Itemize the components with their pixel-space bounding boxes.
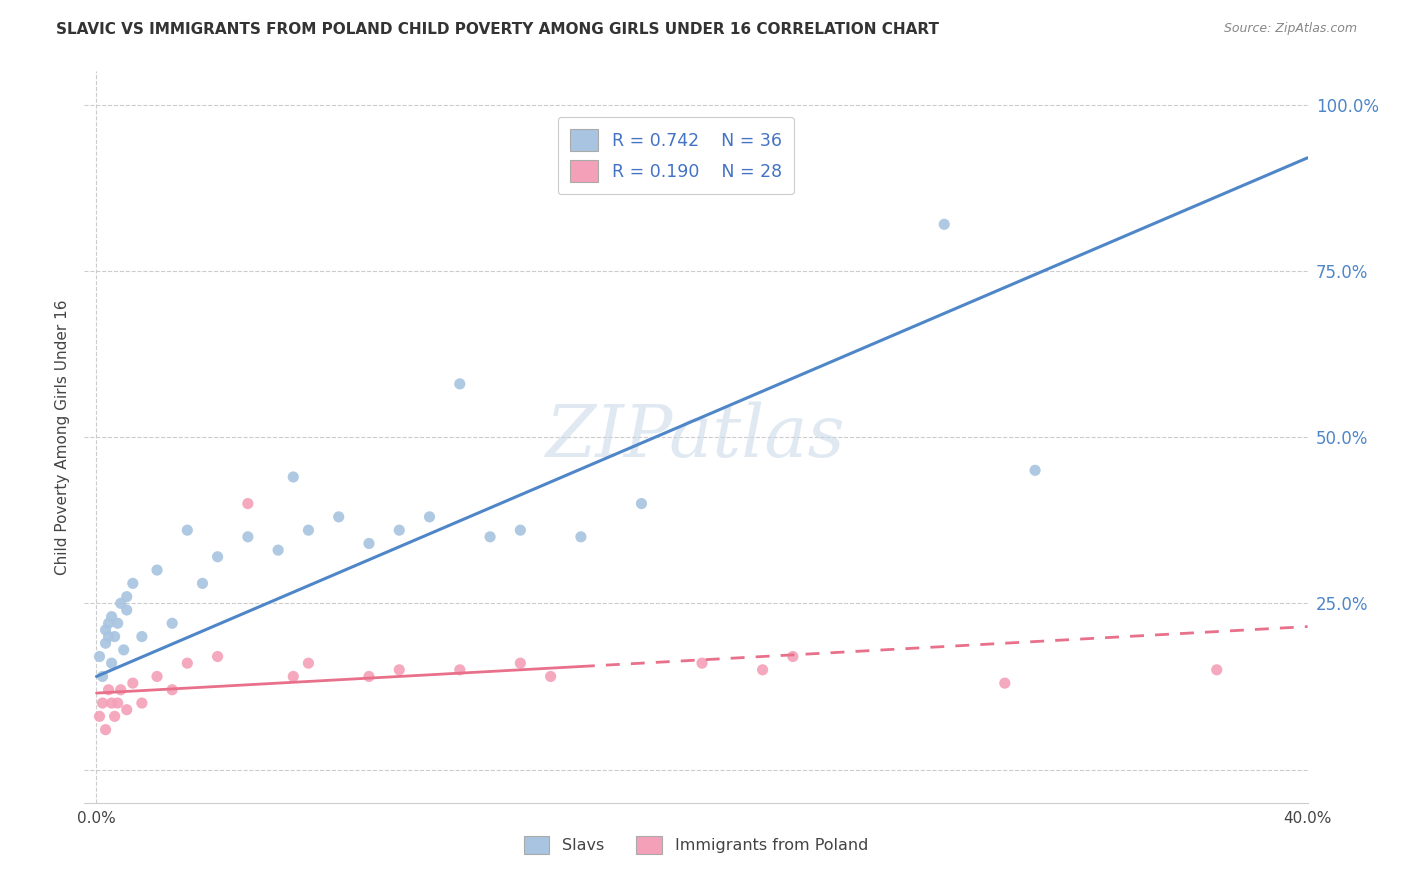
Point	[146, 563, 169, 577]
Point	[104, 630, 127, 644]
Point	[418, 509, 440, 524]
Point	[449, 663, 471, 677]
Point	[115, 703, 138, 717]
Point	[94, 723, 117, 737]
Text: ZIPatlas: ZIPatlas	[546, 401, 846, 473]
Point	[107, 616, 129, 631]
Point	[100, 609, 122, 624]
Point	[509, 656, 531, 670]
Point	[89, 649, 111, 664]
Point	[388, 663, 411, 677]
Point	[97, 630, 120, 644]
Point	[176, 523, 198, 537]
Point	[449, 376, 471, 391]
Point	[357, 669, 380, 683]
Point	[94, 636, 117, 650]
Point	[110, 596, 132, 610]
Point	[160, 682, 183, 697]
Point	[283, 669, 305, 683]
Point	[100, 696, 122, 710]
Point	[357, 536, 380, 550]
Legend: Slavs, Immigrants from Poland: Slavs, Immigrants from Poland	[517, 830, 875, 861]
Point	[297, 523, 319, 537]
Point	[191, 576, 214, 591]
Point	[479, 530, 502, 544]
Point	[283, 470, 305, 484]
Point	[1024, 463, 1046, 477]
Point	[630, 497, 652, 511]
Point	[388, 523, 411, 537]
Point	[994, 676, 1017, 690]
Point	[207, 649, 229, 664]
Point	[121, 676, 143, 690]
Point	[131, 696, 153, 710]
Point	[107, 696, 129, 710]
Point	[934, 217, 956, 231]
Point	[540, 669, 562, 683]
Y-axis label: Child Poverty Among Girls Under 16: Child Poverty Among Girls Under 16	[55, 300, 70, 574]
Text: Source: ZipAtlas.com: Source: ZipAtlas.com	[1223, 22, 1357, 36]
Point	[782, 649, 804, 664]
Point	[115, 603, 138, 617]
Point	[236, 530, 259, 544]
Point	[207, 549, 229, 564]
Point	[267, 543, 290, 558]
Point	[160, 616, 183, 631]
Point	[104, 709, 127, 723]
Point	[97, 682, 120, 697]
Point	[100, 656, 122, 670]
Point	[509, 523, 531, 537]
Point	[131, 630, 153, 644]
Point	[751, 663, 773, 677]
Point	[328, 509, 350, 524]
Point	[110, 682, 132, 697]
Point	[236, 497, 259, 511]
Point	[690, 656, 713, 670]
Point	[146, 669, 169, 683]
Point	[176, 656, 198, 670]
Point	[91, 669, 114, 683]
Point	[89, 709, 111, 723]
Point	[121, 576, 143, 591]
Point	[91, 696, 114, 710]
Point	[115, 590, 138, 604]
Point	[1205, 663, 1227, 677]
Point	[112, 643, 135, 657]
Text: SLAVIC VS IMMIGRANTS FROM POLAND CHILD POVERTY AMONG GIRLS UNDER 16 CORRELATION : SLAVIC VS IMMIGRANTS FROM POLAND CHILD P…	[56, 22, 939, 37]
Point	[297, 656, 319, 670]
Point	[94, 623, 117, 637]
Point	[569, 530, 592, 544]
Point	[97, 616, 120, 631]
